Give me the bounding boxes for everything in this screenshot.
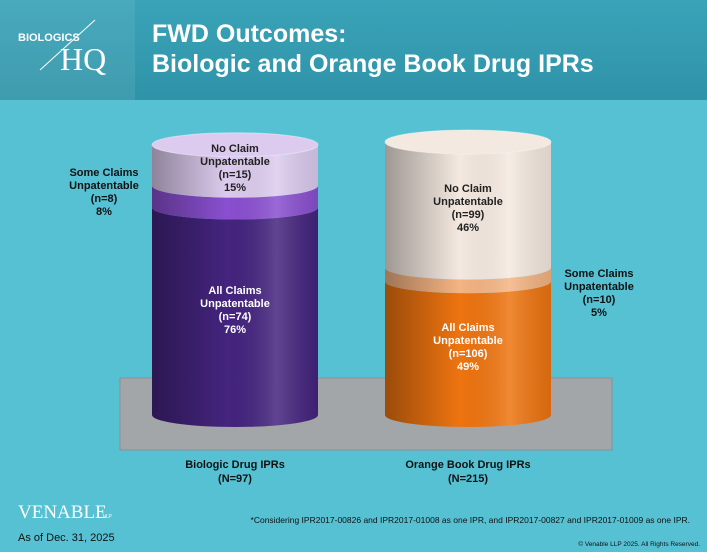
segment-count: (n=8) [90, 192, 118, 205]
category-count: (N=215) [447, 473, 489, 485]
title: FWD Outcomes: [152, 20, 346, 48]
category-count: (N=97) [218, 473, 252, 485]
segment-percent: 46% [456, 221, 480, 234]
segment-count: (n=106) [448, 348, 488, 361]
segment-name: All Claims Unpatentable [200, 285, 270, 311]
logo-main: HQ [60, 41, 106, 77]
title: Biologic and Orange Book Drug IPRs [152, 50, 594, 78]
firm-name: VENABLE [18, 502, 107, 523]
segment-label: No Claim Unpatentable (n=99) 46% [420, 183, 516, 235]
segment-shade [152, 144, 318, 198]
footnote: *Considering IPR2017-00826 and IPR2017-0… [251, 515, 690, 525]
segment-label: All Claims Unpatentable (n=74) 76% [187, 285, 283, 337]
segment-percent: 15% [223, 182, 247, 195]
segment-percent: 5% [591, 307, 607, 320]
segment-name: No Claim Unpatentable [200, 143, 270, 169]
cylinder-top [151, 132, 319, 158]
category-label: Biologic Drug IPRs (N=97) [135, 458, 335, 486]
segment-label: Some Claims Unpatentable (n=8) 8% [56, 167, 152, 219]
segment-count: (n=10) [582, 294, 616, 307]
as-of: As of Dec. 31, 2025 [18, 532, 115, 544]
segment-percent: 49% [456, 361, 480, 374]
segment-name: No Claim Unpatentable [433, 182, 503, 208]
segment-count: (n=15) [218, 169, 252, 182]
segment-percent: 8% [96, 205, 112, 218]
segment-shade [385, 267, 551, 294]
segment-label: Some Claims Unpatentable (n=10) 5% [551, 268, 647, 320]
segment-name: Some Claims Unpatentable [564, 268, 634, 294]
segment-name: Some Claims Unpatentable [69, 166, 139, 192]
segment-percent: 76% [223, 324, 247, 337]
segment-count: (n=74) [218, 311, 252, 324]
copyright: © Venable LLP 2025. All Rights Reserved. [578, 540, 700, 548]
segment-shade [152, 207, 318, 427]
segment-name: All Claims Unpatentable [433, 322, 503, 348]
category-name: Biologic Drug IPRs [185, 459, 285, 471]
logo-panel [0, 0, 135, 100]
logo-slash [39, 19, 96, 71]
segment-count: (n=99) [451, 208, 485, 221]
segment-label: All Claims Unpatentable (n=106) 49% [420, 322, 516, 374]
category-name: Orange Book Drug IPRs [405, 459, 531, 471]
segment-shade [385, 142, 551, 280]
logo-top: BIOLOGICS [18, 32, 80, 44]
firm-suffix: LLP [103, 514, 113, 520]
cylinder-top [384, 129, 552, 155]
category-label: Orange Book Drug IPRs (N=215) [368, 458, 568, 486]
header-band [0, 0, 707, 100]
segment-shade [385, 281, 551, 427]
segment-label: No Claim Unpatentable (n=15) 15% [187, 143, 283, 195]
segment-shade [152, 185, 318, 220]
